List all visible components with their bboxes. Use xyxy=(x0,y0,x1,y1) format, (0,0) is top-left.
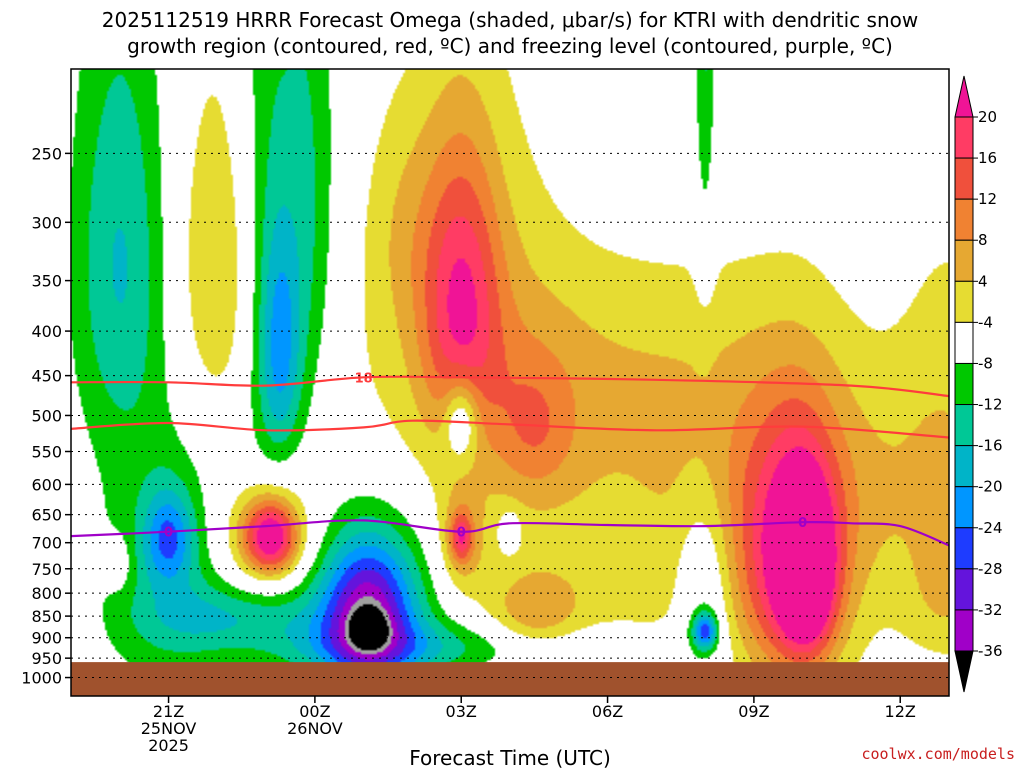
colorbar-segment xyxy=(954,280,974,323)
credit-text: coolwx.com/models xyxy=(861,745,1015,763)
contour-label: 0 xyxy=(164,526,173,541)
colorbar-bottom-arrow xyxy=(954,650,974,693)
colorbar-tick-label: -12 xyxy=(978,396,1003,414)
y-tick-label: 350 xyxy=(31,272,62,291)
contour-line-0 xyxy=(71,519,949,547)
x-tick-label: 21Z xyxy=(153,702,184,721)
colorbar-segment xyxy=(954,362,974,406)
y-axis: 250 300 350 400 450 500 550 600 650 700 750 800 850 9… xyxy=(21,144,71,688)
colorbar-tick-label: 8 xyxy=(978,231,988,249)
y-tick-label: 850 xyxy=(31,607,62,626)
x-tick-label: 09Z xyxy=(738,702,769,721)
y-tick-label: 1000 xyxy=(21,669,62,688)
y-tick-label: 500 xyxy=(31,406,62,425)
contour-line--12 xyxy=(71,419,949,439)
colorbar-tick-label: -16 xyxy=(978,437,1003,455)
colorbar-tick-label: -32 xyxy=(978,601,1003,619)
colorbar-segment xyxy=(954,157,974,200)
title-line-1: 2025112519 HRRR Forecast Omega (shaded, … xyxy=(102,8,918,32)
colorbar-tick-label: 4 xyxy=(978,272,988,290)
colorbar-segment xyxy=(954,321,974,364)
y-tick-label: 550 xyxy=(31,443,62,462)
x-tick-label: 26NOV xyxy=(287,719,343,738)
contour-line--18 xyxy=(71,375,949,398)
colorbar-tick-label: 20 xyxy=(978,108,997,126)
colorbar-segment xyxy=(954,568,974,611)
colorbar-segment xyxy=(954,198,974,241)
colorbar-segment xyxy=(954,239,974,282)
colorbar-tick-label: -4 xyxy=(978,313,993,331)
colorbar-segment xyxy=(954,404,974,447)
omega-field xyxy=(71,69,949,696)
y-tick-label: 300 xyxy=(31,213,62,232)
y-tick-label: 950 xyxy=(31,649,62,668)
contour-label: 0 xyxy=(798,516,807,531)
colorbar-top-arrow xyxy=(954,75,974,118)
contour-lines: 18 0 0 0 xyxy=(71,371,949,547)
x-tick-label: 00Z xyxy=(299,702,330,721)
plot-frame xyxy=(70,68,950,697)
x-tick-label: 06Z xyxy=(592,702,623,721)
colorbar-segment xyxy=(954,486,974,529)
y-tick-label: 600 xyxy=(31,475,62,494)
colorbar-tick-label: -36 xyxy=(978,642,1003,660)
x-axis-label: Forecast Time (UTC) xyxy=(409,746,611,768)
colorbar-tick-label: -28 xyxy=(978,560,1003,578)
colorbar-segment xyxy=(954,445,974,488)
title-line-2: growth region (contoured, red, ºC) and f… xyxy=(127,34,893,58)
x-tick-label: 2025 xyxy=(148,736,189,755)
colorbar-segment xyxy=(954,116,974,159)
x-tick-label: 25NOV xyxy=(141,719,197,738)
colorbar-tick-label: -8 xyxy=(978,354,993,372)
x-tick-label: 12Z xyxy=(885,702,916,721)
colorbar-segment xyxy=(954,609,974,652)
colorbar: 20 16 12 8 4 -4 -8 -12 -16 -20 -24 -28 -32 -36 xyxy=(954,75,1003,693)
ground-layer xyxy=(71,662,949,696)
colorbar-tick-label: 16 xyxy=(978,149,997,167)
colorbar-tick-label: -24 xyxy=(978,519,1003,537)
y-tick-label: 400 xyxy=(31,322,62,341)
colorbar-segment xyxy=(954,527,974,570)
y-tick-label: 750 xyxy=(31,560,62,579)
colorbar-tick-label: 12 xyxy=(978,190,997,208)
y-tick-label: 450 xyxy=(31,367,62,386)
y-tick-label: 250 xyxy=(31,144,62,163)
contour-label: 0 xyxy=(457,526,466,541)
y-tick-label: 650 xyxy=(31,506,62,525)
contour-label: 18 xyxy=(355,371,373,386)
y-tick-label: 700 xyxy=(31,534,62,553)
y-tick-label: 800 xyxy=(31,584,62,603)
colorbar-tick-label: -20 xyxy=(978,478,1003,496)
x-tick-label: 03Z xyxy=(446,702,477,721)
y-tick-label: 900 xyxy=(31,629,62,648)
